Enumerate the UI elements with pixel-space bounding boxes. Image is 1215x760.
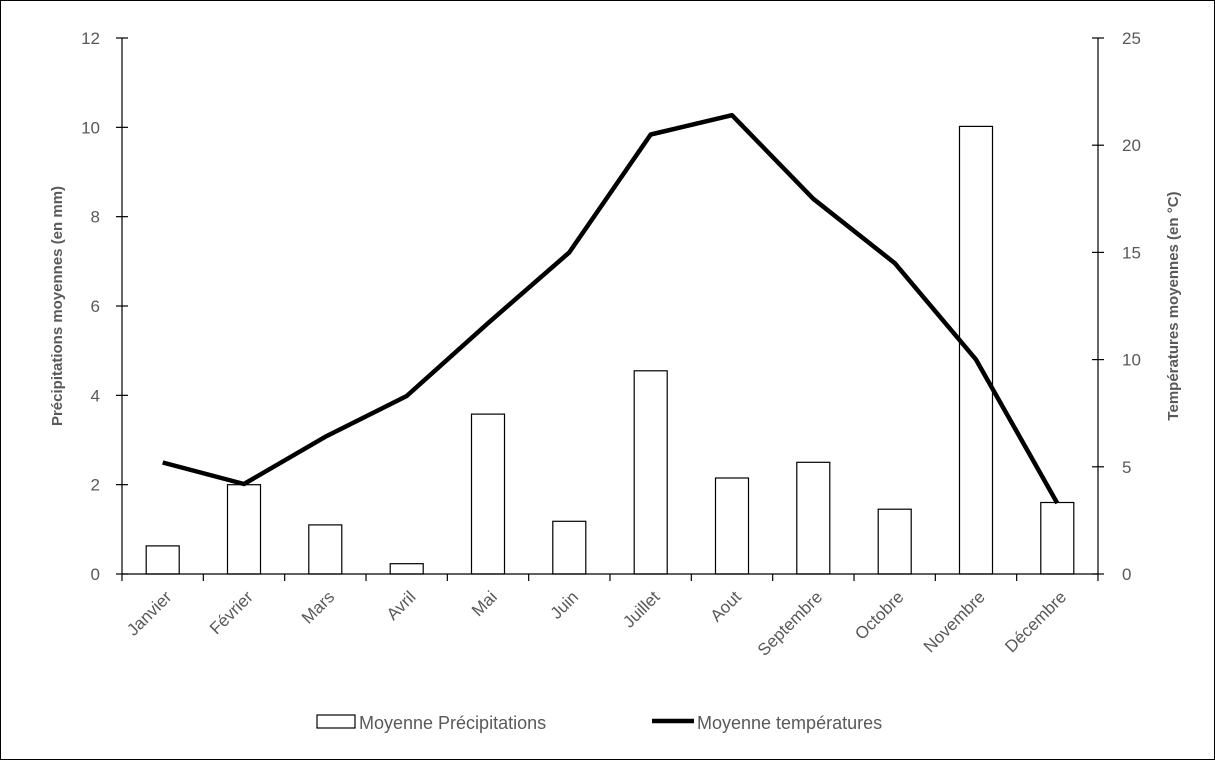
- axes-group: [116, 37, 1104, 581]
- legend: Moyenne Précipitations Moyenne températur…: [316, 713, 882, 733]
- y-left-tick-label: 12: [81, 29, 100, 48]
- bar-Aout: [714, 477, 750, 575]
- x-tick-label: Aout: [707, 587, 745, 625]
- bar-Novembre: [958, 125, 994, 575]
- x-tick-label: Avril: [383, 587, 420, 624]
- y-left-tick-label: 0: [91, 565, 100, 584]
- x-tick-label: Janvier: [123, 587, 175, 639]
- y-right-axis-title: Températures moyennes (en °C): [1165, 191, 1182, 420]
- legend-bar-swatch: [316, 714, 356, 729]
- legend-bar-label: Moyenne Précipitations: [359, 713, 546, 733]
- bar-Septembre: [796, 461, 831, 575]
- y-left-tick-label: 8: [91, 208, 100, 227]
- y-left-tick-label: 6: [91, 297, 100, 316]
- x-tick-label: Juin: [547, 587, 582, 622]
- y-right-tick-label: 25: [1122, 29, 1141, 48]
- bar-Mai: [470, 413, 506, 575]
- x-tick-label: Mai: [468, 587, 501, 620]
- x-tick-label: Décembre: [1001, 587, 1070, 656]
- bars-group: [145, 125, 1075, 575]
- y-right-tick-label: 20: [1122, 136, 1141, 155]
- y-right-tick-label: 5: [1122, 458, 1131, 477]
- bar-Décembre: [1040, 501, 1075, 575]
- x-tick-label: Juillet: [619, 587, 663, 631]
- y-right-tick-label: 0: [1122, 565, 1131, 584]
- bar-Juillet: [633, 370, 668, 575]
- y-left-axis-title: Précipitations moyennes (en mm): [49, 186, 66, 426]
- x-tick-label: Mars: [298, 587, 338, 627]
- y-right-tick-label: 15: [1122, 243, 1141, 262]
- y-left-tick-label: 4: [91, 386, 100, 405]
- legend-line-label: Moyenne températures: [697, 713, 882, 733]
- y-left-tick-label: 10: [81, 118, 100, 137]
- x-tick-label: Octobre: [851, 587, 907, 643]
- bar-Mars: [308, 524, 343, 575]
- bar-Avril: [389, 563, 424, 575]
- bar-Janvier: [145, 545, 180, 575]
- temperature-line: [162, 112, 1060, 505]
- x-tick-label: Novembre: [920, 587, 989, 656]
- bar-Juin: [552, 520, 587, 575]
- y-right-tick-label: 10: [1122, 351, 1141, 370]
- x-tick-label: Février: [206, 587, 257, 638]
- y-left-tick-label: 2: [91, 476, 100, 495]
- x-tick-label: Septembre: [754, 587, 826, 659]
- bar-Octobre: [877, 508, 912, 575]
- line-group: [162, 112, 1060, 505]
- bar-Février: [226, 484, 262, 575]
